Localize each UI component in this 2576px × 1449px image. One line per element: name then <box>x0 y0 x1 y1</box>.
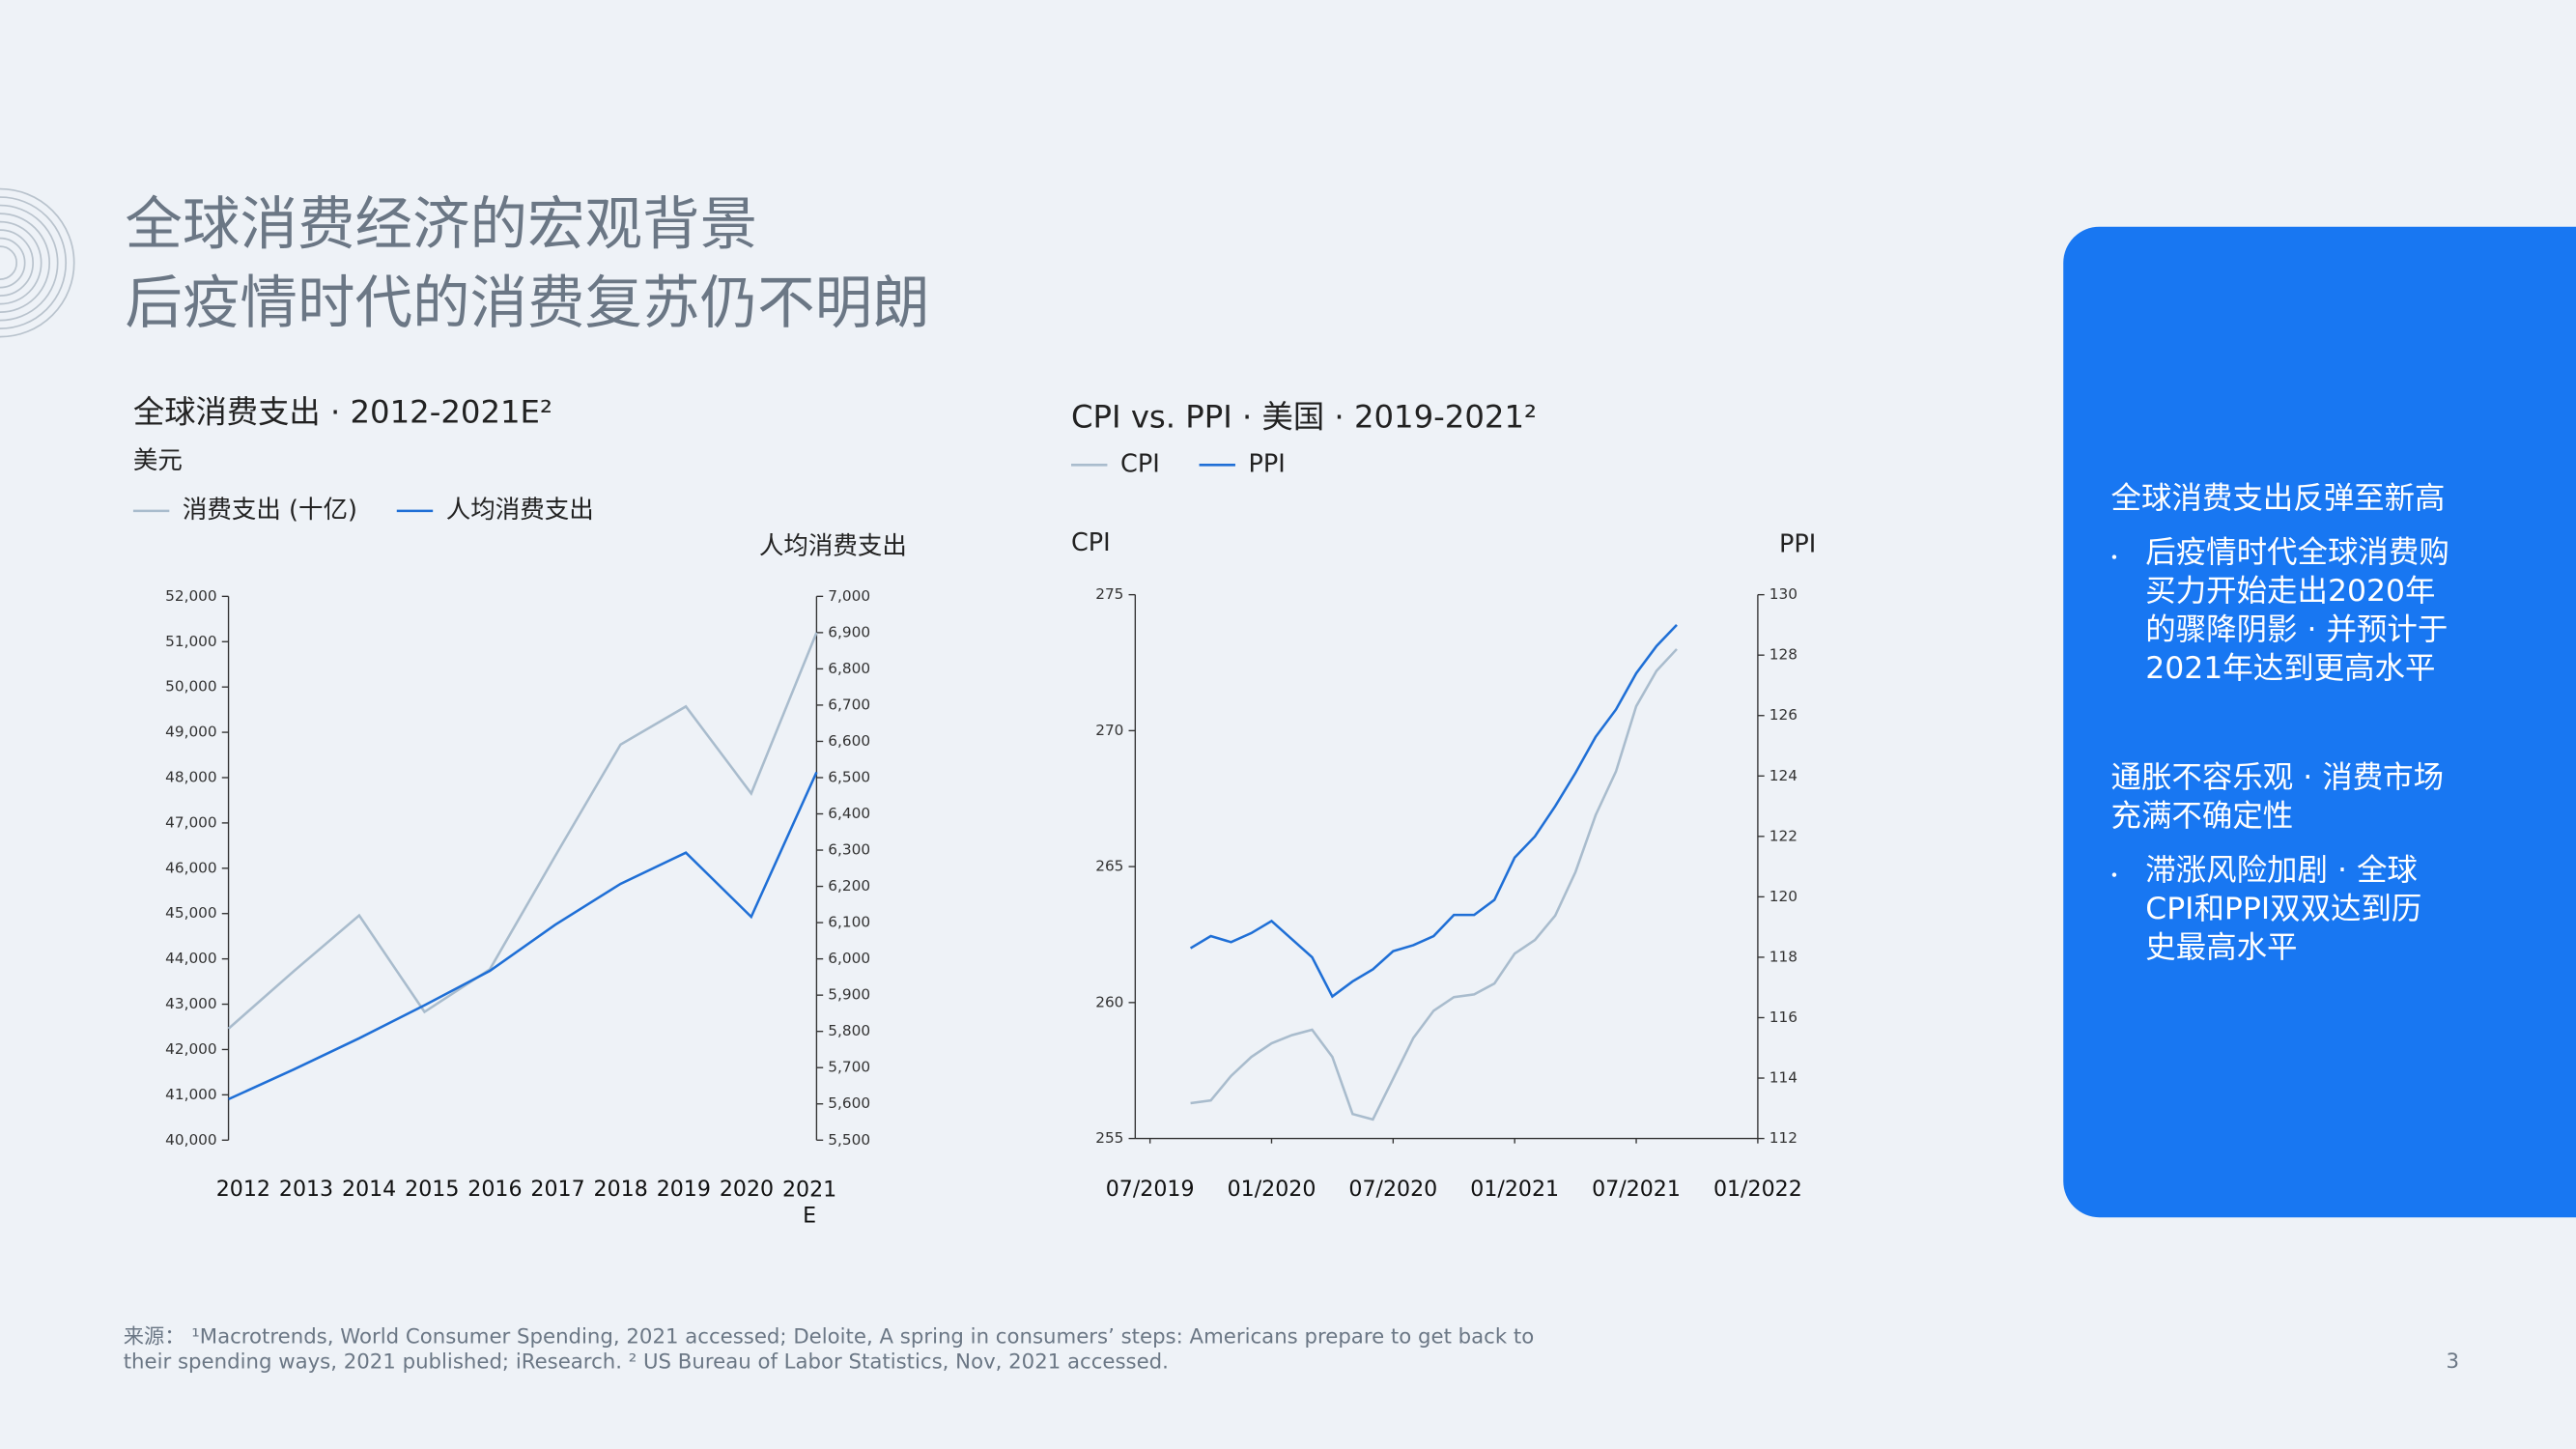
bullet-dot <box>2111 554 2117 559</box>
x-tick-label: 2015 <box>405 1177 459 1202</box>
legend-label: CPI <box>1120 449 1160 478</box>
y-tick-label: 46,000 <box>165 859 217 876</box>
y2-tick-label: 6,300 <box>828 841 870 859</box>
sidebar-bullet: 史最高水平 <box>2145 930 2297 965</box>
sidebar-bullet: 2021年达到更高水平 <box>2145 651 2435 686</box>
x-tick-label: 2014 <box>342 1177 396 1202</box>
y2-tick-label: 116 <box>1769 1009 1798 1026</box>
y2-tick-label: 6,400 <box>828 805 870 822</box>
y-tick-label: 48,000 <box>165 768 217 785</box>
y2-tick-label: 6,600 <box>828 732 870 750</box>
sidebar-bullet: 买力开始走出2020年 <box>2145 574 2435 609</box>
y2-axis-label: PPI <box>1779 530 1816 559</box>
x-tick-label: 07/2019 <box>1106 1177 1195 1202</box>
y-tick-label: 260 <box>1095 993 1123 1010</box>
y-tick-label: 51,000 <box>165 633 217 650</box>
x-tick-label: 2013 <box>279 1177 333 1202</box>
x-tick-label: 2016 <box>467 1177 522 1202</box>
y-tick-label: 52,000 <box>165 587 217 605</box>
x-tick-label: 01/2020 <box>1228 1177 1316 1202</box>
sidebar-bullet: CPI和PPI双双达到历 <box>2145 892 2421 926</box>
y2-tick-label: 6,000 <box>828 950 870 967</box>
series-line <box>228 771 818 1101</box>
sidebar-bullet: 滞涨风险加剧 · 全球 <box>2145 853 2418 888</box>
x-tick-label-part: 2021 <box>782 1177 836 1202</box>
y-tick-label: 270 <box>1095 722 1123 739</box>
y2-tick-label: 112 <box>1769 1129 1798 1147</box>
x-tick-label: 01/2022 <box>1713 1177 1802 1202</box>
y2-tick-label: 6,900 <box>828 623 870 640</box>
chart-title: 全球消费支出 · 2012-2021E² <box>133 394 552 431</box>
y2-tick-label: 6,200 <box>828 877 870 895</box>
series-line <box>1190 648 1678 1122</box>
sidebar-panel <box>2063 226 2576 1218</box>
y-tick-label: 50,000 <box>165 678 217 696</box>
y-tick-label: 42,000 <box>165 1040 217 1058</box>
y2-tick-label: 5,700 <box>828 1059 870 1076</box>
sidebar-bullet: 后疫情时代全球消费购 <box>2145 535 2449 570</box>
series-line <box>227 632 818 1030</box>
x-tick-label: 07/2021 <box>1592 1177 1681 1202</box>
y-tick-label: 47,000 <box>165 813 217 831</box>
y-tick-label: 275 <box>1095 585 1123 603</box>
footnote: their spending ways, 2021 published; iRe… <box>124 1350 1169 1375</box>
sidebar-heading: 通胀不容乐观 · 消费市场 <box>2111 760 2445 795</box>
x-tick-label: 2017 <box>530 1177 584 1202</box>
page-number: 3 <box>2447 1350 2460 1374</box>
y2-tick-label: 124 <box>1769 767 1798 784</box>
y-tick-label: 45,000 <box>165 904 217 922</box>
y-axis-label: CPI <box>1071 528 1111 557</box>
x-tick-label: 2018 <box>594 1177 648 1202</box>
footnote: 来源： ¹Macrotrends, World Consumer Spendin… <box>124 1324 1535 1349</box>
x-tick-label: 2012 <box>216 1177 270 1202</box>
y-tick-label: 40,000 <box>165 1131 217 1149</box>
y2-tick-label: 118 <box>1769 948 1798 965</box>
x-tick-label: 2019 <box>657 1177 711 1202</box>
bullet-dot <box>2111 872 2117 877</box>
y-tick-label: 44,000 <box>165 950 217 967</box>
y2-tick-label: 114 <box>1769 1069 1798 1087</box>
x-tick-label-part: E <box>803 1203 816 1228</box>
y-tick-label: 43,000 <box>165 995 217 1012</box>
y2-tick-label: 6,100 <box>828 914 870 931</box>
sidebar-bullet: 的骤降阴影 · 并预计于 <box>2145 612 2448 647</box>
y2-tick-label: 120 <box>1769 888 1798 905</box>
chart-subtitle: 美元 <box>133 446 183 475</box>
y-tick-label: 265 <box>1095 858 1123 875</box>
legend-label: 消费支出 (十亿) <box>183 496 357 525</box>
y2-tick-label: 5,500 <box>828 1131 870 1149</box>
y2-tick-label: 128 <box>1769 646 1798 664</box>
slide-title: 后疫情时代的消费复苏仍不明朗 <box>125 270 929 337</box>
y-tick-label: 255 <box>1095 1129 1123 1147</box>
legend-label: 人均消费支出 <box>446 496 594 525</box>
y2-tick-label: 7,000 <box>828 587 870 605</box>
sidebar-heading: 全球消费支出反弹至新高 <box>2111 481 2446 516</box>
legend-label: PPI <box>1249 449 1286 478</box>
y2-tick-label: 122 <box>1769 827 1798 844</box>
y2-tick-label: 5,600 <box>828 1094 870 1112</box>
y2-tick-label: 6,700 <box>828 696 870 713</box>
y2-tick-label: 5,800 <box>828 1022 870 1039</box>
y2-tick-label: 130 <box>1769 585 1798 603</box>
sidebar-heading: 充满不确定性 <box>2111 799 2294 834</box>
y-tick-label: 41,000 <box>165 1086 217 1103</box>
y2-tick-label: 5,900 <box>828 986 870 1004</box>
decor-rings <box>0 187 75 338</box>
slide-title: 全球消费经济的宏观背景 <box>125 192 757 259</box>
x-tick-label: 01/2021 <box>1470 1177 1559 1202</box>
x-tick-label: 2021 E <box>782 1177 836 1228</box>
x-tick-label: 2020 <box>720 1177 774 1202</box>
y2-axis-label: 人均消费支出 <box>759 531 907 560</box>
series-line <box>1189 624 1678 999</box>
x-tick-label: 07/2020 <box>1348 1177 1437 1202</box>
chart-title: CPI vs. PPI · 美国 · 2019-2021² <box>1071 399 1537 436</box>
y2-tick-label: 6,800 <box>828 660 870 677</box>
y2-tick-label: 126 <box>1769 706 1798 724</box>
y-tick-label: 49,000 <box>165 724 217 741</box>
y2-tick-label: 6,500 <box>828 768 870 785</box>
